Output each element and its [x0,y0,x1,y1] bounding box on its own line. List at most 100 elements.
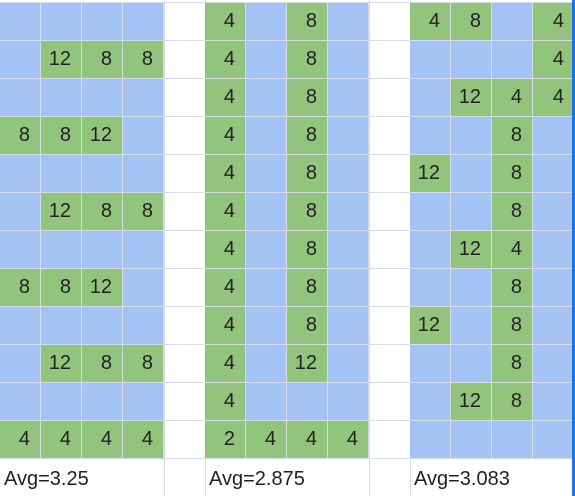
cell-pattern-2-r8-c4[interactable] [328,269,369,307]
cell-pattern-3-r5-c1[interactable]: 12 [410,155,451,193]
cell-pattern-1-r7-c1[interactable] [0,231,41,269]
cell-pattern-1-r10-c2[interactable]: 12 [41,345,82,383]
cell-pattern-3-r6-c3[interactable]: 8 [492,193,533,231]
cell-pattern-2-r3-c4[interactable] [328,79,369,117]
cell-pattern-2-r4-c1[interactable]: 4 [205,117,246,155]
cell-pattern-1-r7-c2[interactable] [41,231,82,269]
cell-pattern-3-r11-c4[interactable] [533,383,575,421]
cell-pattern-1-r7-c3[interactable] [82,231,123,269]
cell-pattern-2-r2-c3[interactable]: 8 [287,41,328,79]
cell-pattern-1-r12-c3[interactable]: 4 [82,421,123,459]
cell-pattern-3-r4-c1[interactable] [410,117,451,155]
cell-pattern-3-r10-c1[interactable] [410,345,451,383]
cell-pattern-2-r12-c1[interactable]: 2 [205,421,246,459]
cell-pattern-3-r10-c4[interactable] [533,345,575,383]
cell-pattern-1-r11-c4[interactable] [123,383,164,421]
cell-pattern-3-r9-c2[interactable] [451,307,492,345]
cell-pattern-1-r8-c2[interactable]: 8 [41,269,82,307]
cell-pattern-2-r10-c1[interactable]: 4 [205,345,246,383]
cell-pattern-1-r12-c2[interactable]: 4 [41,421,82,459]
cell-pattern-2-r2-c2[interactable] [246,41,287,79]
cell-pattern-1-r2-c1[interactable] [0,41,41,79]
cell-pattern-1-r4-c3[interactable]: 12 [82,117,123,155]
cell-pattern-2-r5-c4[interactable] [328,155,369,193]
cell-pattern-1-r12-c1[interactable]: 4 [0,421,41,459]
cell-pattern-1-r1-c3[interactable] [82,3,123,41]
cell-pattern-1-r3-c2[interactable] [41,79,82,117]
cell-pattern-2-r11-c2[interactable] [246,383,287,421]
cell-pattern-3-r10-c2[interactable] [451,345,492,383]
cell-pattern-2-r11-c4[interactable] [328,383,369,421]
cell-pattern-1-r2-c2[interactable]: 12 [41,41,82,79]
cell-pattern-1-r12-c4[interactable]: 4 [123,421,164,459]
cell-pattern-3-r1-c4[interactable]: 4 [533,3,575,41]
cell-pattern-3-r9-c1[interactable]: 12 [410,307,451,345]
cell-pattern-3-r9-c3[interactable]: 8 [492,307,533,345]
cell-pattern-2-r10-c2[interactable] [246,345,287,383]
cell-pattern-2-r6-c4[interactable] [328,193,369,231]
cell-pattern-3-r11-c2[interactable]: 12 [451,383,492,421]
cell-pattern-3-r4-c4[interactable] [533,117,575,155]
cell-pattern-3-r2-c3[interactable] [492,41,533,79]
cell-pattern-2-r7-c3[interactable]: 8 [287,231,328,269]
cell-pattern-2-r2-c4[interactable] [328,41,369,79]
cell-pattern-3-r8-c2[interactable] [451,269,492,307]
cell-pattern-3-r4-c3[interactable]: 8 [492,117,533,155]
cell-pattern-1-r10-c4[interactable]: 8 [123,345,164,383]
cell-pattern-1-r1-c1[interactable] [0,3,41,41]
cell-pattern-3-r7-c4[interactable] [533,231,575,269]
cell-pattern-1-r10-c1[interactable] [0,345,41,383]
cell-pattern-1-r5-c3[interactable] [82,155,123,193]
cell-pattern-2-r6-c2[interactable] [246,193,287,231]
cell-pattern-3-r5-c2[interactable] [451,155,492,193]
cell-pattern-2-r1-c3[interactable]: 8 [287,3,328,41]
cell-pattern-3-r3-c2[interactable]: 12 [451,79,492,117]
cell-pattern-2-r6-c3[interactable]: 8 [287,193,328,231]
cell-pattern-2-r2-c1[interactable]: 4 [205,41,246,79]
cell-pattern-2-r6-c1[interactable]: 4 [205,193,246,231]
cell-pattern-1-r11-c2[interactable] [41,383,82,421]
cell-pattern-1-r3-c3[interactable] [82,79,123,117]
cell-pattern-2-r12-c3[interactable]: 4 [287,421,328,459]
cell-pattern-2-r3-c2[interactable] [246,79,287,117]
cell-pattern-2-r8-c2[interactable] [246,269,287,307]
cell-pattern-3-r8-c4[interactable] [533,269,575,307]
cell-pattern-3-r1-c3[interactable] [492,3,533,41]
average-label-pattern-1[interactable]: Avg=3.25 [4,468,89,490]
cell-pattern-2-r1-c1[interactable]: 4 [205,3,246,41]
cell-pattern-1-r1-c4[interactable] [123,3,164,41]
cell-pattern-3-r3-c4[interactable]: 4 [533,79,575,117]
average-label-pattern-3[interactable]: Avg=3.083 [414,468,510,490]
cell-pattern-3-r2-c2[interactable] [451,41,492,79]
cell-pattern-3-r10-c3[interactable]: 8 [492,345,533,383]
cell-pattern-3-r7-c2[interactable]: 12 [451,231,492,269]
cell-pattern-2-r8-c1[interactable]: 4 [205,269,246,307]
cell-pattern-1-r6-c1[interactable] [0,193,41,231]
cell-pattern-2-r4-c3[interactable]: 8 [287,117,328,155]
cell-pattern-3-r5-c4[interactable] [533,155,575,193]
cell-pattern-1-r8-c3[interactable]: 12 [82,269,123,307]
cell-pattern-3-r12-c4[interactable] [533,421,575,459]
cell-pattern-1-r8-c1[interactable]: 8 [0,269,41,307]
cell-pattern-1-r4-c4[interactable] [123,117,164,155]
cell-pattern-3-r8-c3[interactable]: 8 [492,269,533,307]
cell-pattern-3-r12-c1[interactable] [410,421,451,459]
cell-pattern-2-r11-c1[interactable]: 4 [205,383,246,421]
cell-pattern-2-r1-c2[interactable] [246,3,287,41]
cell-pattern-3-r3-c3[interactable]: 4 [492,79,533,117]
cell-pattern-2-r5-c2[interactable] [246,155,287,193]
cell-pattern-2-r12-c2[interactable]: 4 [246,421,287,459]
cell-pattern-2-r10-c4[interactable] [328,345,369,383]
cell-pattern-3-r5-c3[interactable]: 8 [492,155,533,193]
cell-pattern-1-r6-c4[interactable]: 8 [123,193,164,231]
cell-pattern-2-r12-c4[interactable]: 4 [328,421,369,459]
cell-pattern-2-r3-c1[interactable]: 4 [205,79,246,117]
cell-pattern-3-r1-c1[interactable]: 4 [410,3,451,41]
cell-pattern-1-r7-c4[interactable] [123,231,164,269]
cell-pattern-1-r3-c4[interactable] [123,79,164,117]
cell-pattern-2-r7-c2[interactable] [246,231,287,269]
cell-pattern-2-r8-c3[interactable]: 8 [287,269,328,307]
cell-pattern-3-r8-c1[interactable] [410,269,451,307]
cell-pattern-2-r9-c2[interactable] [246,307,287,345]
cell-pattern-2-r3-c3[interactable]: 8 [287,79,328,117]
